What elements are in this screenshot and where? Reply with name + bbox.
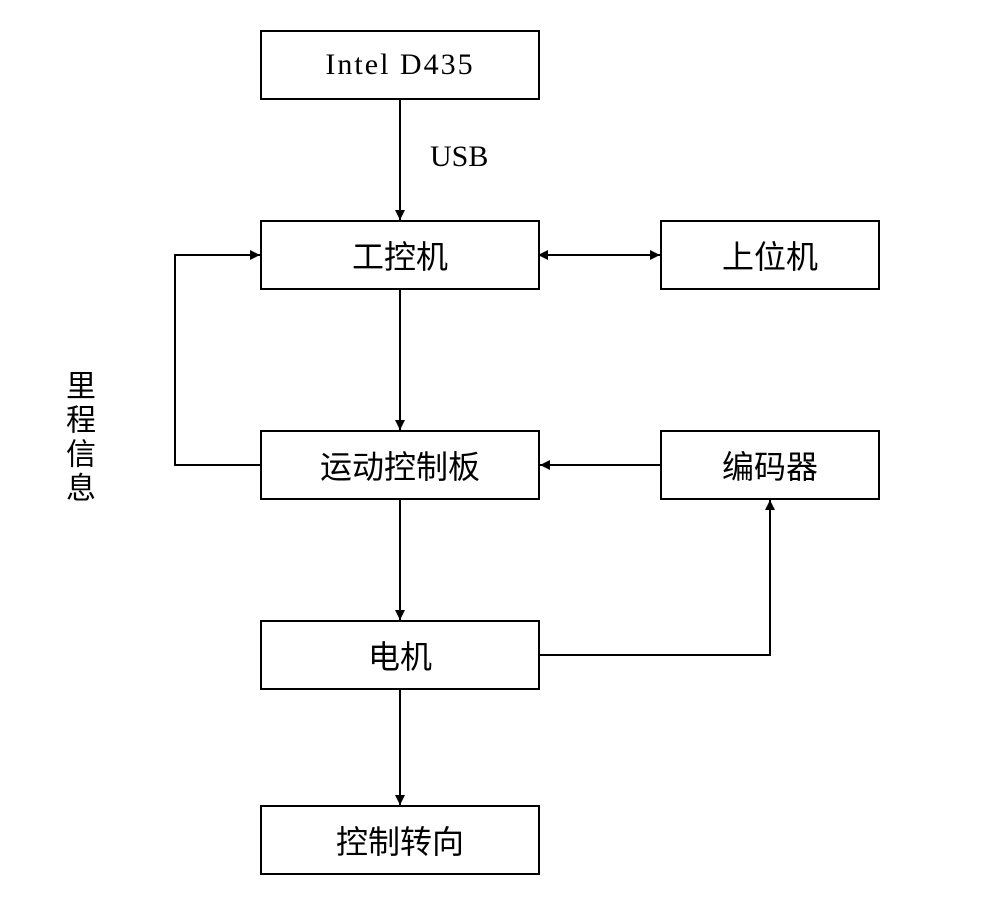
node-motion: 运动控制板 [260,430,540,500]
node-label: 控制转向 [336,817,464,863]
node-label: Intel D435 [325,48,474,82]
edge-label-usb: USB [430,140,488,174]
label-text: 里程信息 [61,370,94,506]
edge-motor-to-encoder [540,500,770,655]
node-label: 运动控制板 [320,442,480,488]
node-ipc: 工控机 [260,220,540,290]
edge-motion-to-ipc-feedback [175,255,260,465]
node-label: 工控机 [352,232,448,278]
node-label: 上位机 [722,232,818,278]
node-encoder: 编码器 [660,430,880,500]
edge-label-mileage: 里程信息 [55,370,99,506]
label-text: USB [430,140,488,173]
node-host: 上位机 [660,220,880,290]
node-camera: Intel D435 [260,30,540,100]
node-label: 编码器 [722,442,818,488]
system-flowchart: Intel D435 工控机 上位机 运动控制板 编码器 电机 控制转向 USB… [0,0,1000,912]
node-label: 电机 [368,632,432,678]
node-motor: 电机 [260,620,540,690]
node-steering: 控制转向 [260,805,540,875]
